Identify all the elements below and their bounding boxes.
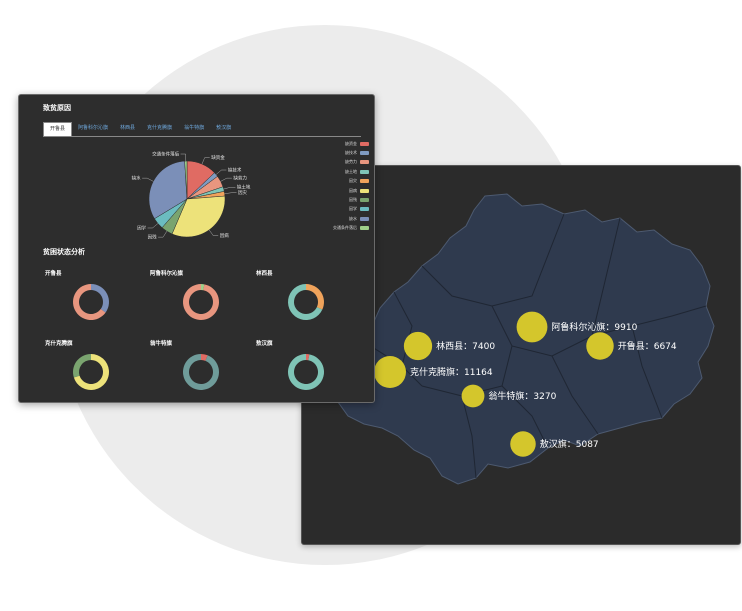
map-bubble[interactable]	[516, 311, 548, 343]
legend-item[interactable]: 缺水	[309, 214, 369, 223]
legend-item[interactable]: 缺劳力	[309, 158, 369, 167]
legend-item[interactable]: 因残	[309, 195, 369, 204]
legend-swatch	[360, 141, 369, 146]
tab-county-1[interactable]: 阿鲁科尔沁旗	[78, 125, 109, 131]
map-bubble[interactable]	[461, 384, 485, 408]
donut-title: 开鲁县	[45, 271, 62, 277]
pie-slice-label: 因灾	[238, 189, 247, 196]
map-svg: 阿鲁科尔沁旗：9910 开鲁县：6674 林西县：7400 克什克腾旗：11164 翁牛…	[337, 193, 715, 485]
pie-label-line	[208, 229, 219, 236]
donut-segment[interactable]	[201, 354, 208, 361]
donut-segment[interactable]	[73, 284, 106, 320]
legend-label: 因残	[349, 197, 357, 203]
map-bubble-label: 林西县：7400	[436, 340, 495, 352]
legend-swatch	[360, 188, 369, 193]
legend-item[interactable]: 缺土地	[309, 167, 369, 176]
pie-label-line	[223, 187, 236, 190]
legend-label: 缺劳力	[345, 159, 357, 165]
donut-title: 敖汉旗	[256, 341, 273, 347]
legend-swatch	[360, 226, 369, 231]
pie-label-line	[180, 153, 187, 162]
legend-label: 因学	[349, 206, 357, 212]
map-bubbles: 阿鲁科尔沁旗：9910 开鲁县：6674 林西县：7400 克什克腾旗：11164 翁牛…	[374, 311, 677, 457]
pie-slice-label: 缺技术	[228, 167, 242, 174]
poverty-cause-title: 致贫原因	[43, 104, 71, 112]
donut-segment[interactable]	[91, 284, 110, 313]
legend-label: 缺技术	[345, 150, 357, 156]
legend-item[interactable]: 缺技术	[309, 148, 369, 157]
legend-swatch	[360, 198, 369, 203]
pie-label-line	[158, 231, 167, 238]
map-bubble-label: 阿鲁科尔沁旗：9910	[551, 321, 637, 333]
legend-swatch	[360, 169, 369, 174]
pie-slice-label: 缺劳力	[233, 175, 247, 182]
legend-item[interactable]: 因灾	[309, 177, 369, 186]
donut-title: 翁牛特旗	[150, 341, 173, 347]
map-bubble[interactable]	[586, 332, 614, 360]
legend-swatch	[360, 151, 369, 156]
map-bubble-label: 克什克腾旗：11164	[410, 366, 493, 378]
legend-swatch	[360, 207, 369, 212]
pie-slice-label: 缺资金	[211, 154, 225, 161]
map-bubble-label: 敖汉旗：5087	[540, 438, 599, 450]
pie-label-line	[201, 157, 210, 165]
tab-county-5[interactable]: 敖汉旗	[216, 125, 232, 131]
donut-segment[interactable]	[201, 284, 205, 291]
dashboard-panel: 致贫原因 开鲁县 阿鲁科尔沁旗 林西县 克什克腾旗 翁牛特旗 敖汉旗 缺资金 缺技术 缺劳力缺…	[18, 94, 375, 403]
tab-county-0[interactable]: 开鲁县	[43, 122, 73, 136]
legend-item[interactable]: 因病	[309, 186, 369, 195]
tab-county-4[interactable]: 翁牛特旗	[184, 125, 205, 131]
pie-label-line	[224, 192, 237, 194]
donut-segment[interactable]	[288, 284, 323, 320]
map-bubble[interactable]	[510, 431, 536, 457]
legend-swatch	[360, 160, 369, 165]
donut-segment[interactable]	[182, 354, 219, 390]
donut-segment[interactable]	[306, 354, 310, 361]
donut-segment[interactable]	[73, 354, 91, 378]
legend-item[interactable]: 交通条件落后	[309, 224, 369, 233]
donut-segment[interactable]	[306, 284, 324, 310]
pie-slice-label: 缺水	[132, 175, 141, 182]
donut-segment[interactable]	[182, 284, 219, 320]
donut-title: 林西县	[256, 271, 273, 277]
legend-label: 交通条件落后	[333, 225, 357, 231]
legend-label: 因病	[349, 187, 357, 193]
donut-charts	[73, 284, 325, 390]
pie-slice-label: 因残	[148, 234, 157, 241]
pie-slice-label: 交通条件落后	[152, 151, 179, 158]
donut-segment[interactable]	[288, 354, 325, 390]
tab-county-3[interactable]: 克什克腾旗	[147, 125, 173, 131]
pie-slice-label: 因学	[137, 224, 146, 231]
legend-label: 因灾	[349, 178, 357, 184]
pie-label-line	[215, 169, 227, 175]
pie-slice-label: 因病	[220, 232, 229, 239]
pie-slice[interactable]	[148, 160, 188, 220]
pie-label-line	[220, 177, 232, 182]
donut-title: 阿鲁科尔沁旗	[150, 271, 184, 277]
pie-label-line	[147, 223, 159, 229]
pie-slice-label: 缺土地	[237, 184, 251, 191]
donut-title: 克什克腾旗	[45, 341, 73, 347]
map-bubble-label: 翁牛特旗：3270	[488, 390, 556, 402]
legend-item[interactable]: 缺资金	[309, 139, 369, 148]
legend-label: 缺水	[349, 215, 357, 221]
tab-county-2[interactable]: 林西县	[120, 125, 136, 131]
donut-segment[interactable]	[73, 354, 110, 390]
legend-swatch	[360, 179, 369, 184]
legend-swatch	[360, 216, 369, 221]
pie-label-line	[142, 177, 154, 182]
pie-slice[interactable]	[171, 195, 226, 238]
county-tabs: 开鲁县 阿鲁科尔沁旗 林西县 克什克腾旗 翁牛特旗 敖汉旗	[43, 122, 361, 137]
legend-item[interactable]: 因学	[309, 205, 369, 214]
map-bubble[interactable]	[403, 331, 433, 361]
legend-label: 缺土地	[345, 168, 357, 174]
pie-legend: 缺资金缺技术缺劳力缺土地因灾因病因残因学缺水交通条件落后	[309, 139, 369, 233]
map-bubble-label: 开鲁县：6674	[618, 340, 677, 352]
pie-slice[interactable]	[184, 160, 188, 200]
legend-label: 缺资金	[345, 140, 357, 146]
status-analysis-title: 贫困状态分析	[43, 248, 85, 256]
map-bubble[interactable]	[374, 356, 406, 388]
